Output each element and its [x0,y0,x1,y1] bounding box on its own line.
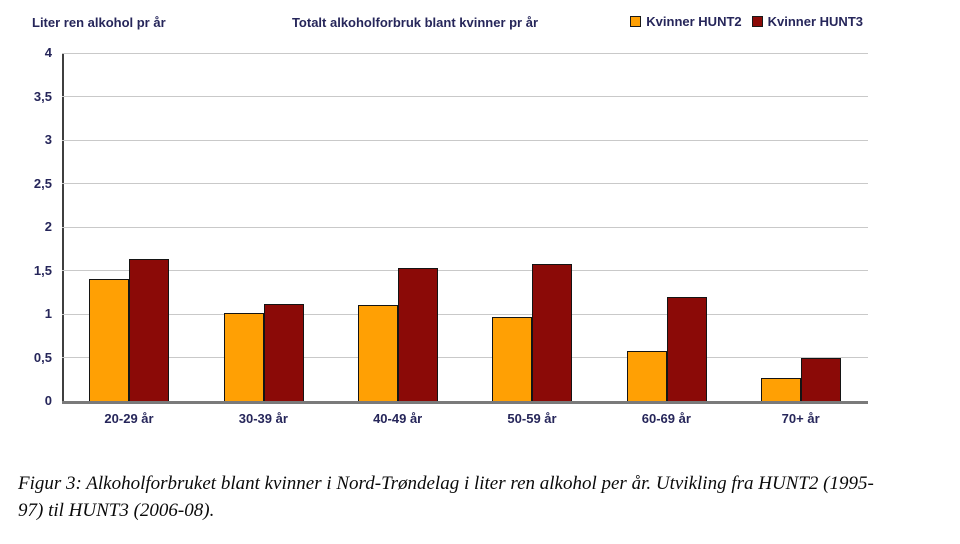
caption-line-2: 97) til HUNT3 (2006-08). [18,500,215,521]
plot-area [62,52,868,404]
bar-kvinner-hunt3-40-49-år [397,267,438,401]
figure-caption: Figur 3: Alkoholforbruket blant kvinner … [18,470,948,524]
gridline [62,226,868,228]
legend-label: Kvinner HUNT2 [646,14,742,29]
gridline [62,183,868,184]
bar-kvinner-hunt3-50-59-år [532,263,573,401]
y-tick-label: 4 [44,45,52,60]
x-tick-label: 70+ år [781,411,820,426]
y-tick-label: 2 [44,219,52,234]
bar-kvinner-hunt2-50-59-år [492,316,533,401]
gridline [62,52,868,54]
bar-kvinner-hunt3-30-39-år [263,304,304,401]
x-tick-label: 30-39 år [238,411,288,426]
bar-kvinner-hunt3-60-69-år [666,296,707,401]
bar-kvinner-hunt2-40-49-år [357,305,398,401]
caption-line-1: Figur 3: Alkoholforbruket blant kvinner … [18,473,874,494]
gridline [62,96,868,97]
bar-kvinner-hunt2-60-69-år [626,351,667,401]
legend-swatch-icon [630,16,642,27]
y-tick-label: 3,5 [33,88,52,104]
y-axis-line [62,53,64,403]
y-axis-title: Liter ren alkohol pr år [32,15,166,30]
y-tick-label: 0 [44,393,52,408]
bar-kvinner-hunt2-20-29-år [89,279,130,401]
gridline [62,139,868,141]
y-tick-label: 0,5 [33,349,52,365]
bar-kvinner-hunt3-20-29-år [129,259,170,401]
chart-legend: Kvinner HUNT2 Kvinner HUNT3 [630,14,863,29]
legend-label: Kvinner HUNT3 [767,14,863,29]
chart-title: Totalt alkoholforbruk blant kvinner pr å… [291,15,539,30]
x-axis-line [62,401,868,404]
legend-item: Kvinner HUNT2 [630,14,742,29]
legend-swatch-icon [751,16,763,27]
x-tick-label: 60-69 år [641,411,691,426]
x-tick-label: 40-49 år [373,411,423,426]
y-tick-label: 3 [44,132,52,147]
gridline [62,357,868,358]
x-tick-label: 20-29 år [104,411,154,426]
bar-kvinner-hunt2-30-39-år [223,313,264,401]
legend-item: Kvinner HUNT3 [751,14,863,29]
bar-kvinner-hunt2-70+-år [760,377,801,401]
y-tick-label: 1,5 [33,262,52,278]
gridline [62,270,868,271]
y-tick-label: 2,5 [33,175,52,191]
x-tick-label: 50-59 år [507,411,557,426]
y-tick-label: 1 [44,306,52,321]
gridline [62,313,868,315]
bar-kvinner-hunt3-70+-år [800,357,841,401]
